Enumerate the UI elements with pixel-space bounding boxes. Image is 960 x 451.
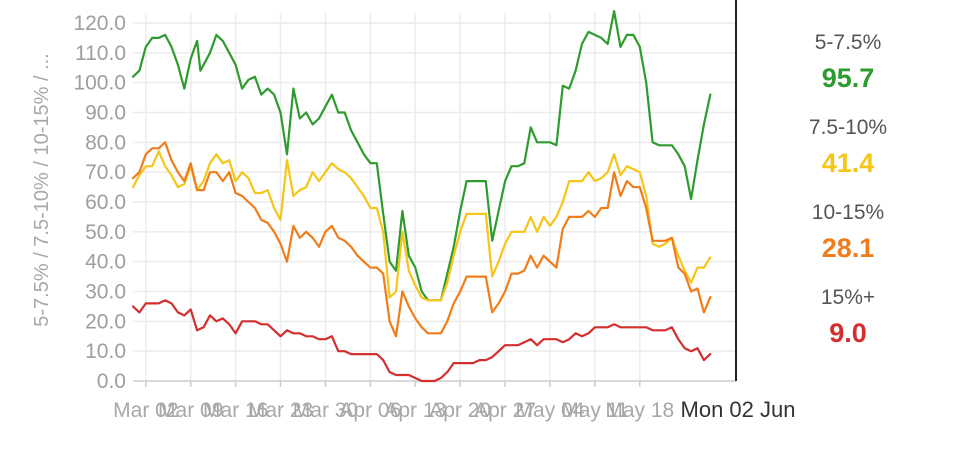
y-axis-label: 5-7.5% / 7.5-10% / 10-15% / ... bbox=[31, 53, 53, 326]
x-tick-label: May 04 bbox=[516, 399, 585, 422]
legend-item: 15%+ 9.0 bbox=[768, 283, 928, 368]
x-tick-label: May 18 bbox=[605, 399, 674, 422]
y-tick-label: 60.0 bbox=[85, 191, 126, 214]
y-axis-ticks: 0.0 10.0 20.0 30.0 40.0 50.0 60.0 70.0 80.0 90.0 1… bbox=[73, 12, 126, 393]
series-line-5-7.5% bbox=[131, 10, 712, 302]
series-line-7.5-10% bbox=[131, 150, 712, 302]
y-tick-label: 0.0 bbox=[97, 370, 126, 393]
x-tick-label: Apr 06 bbox=[339, 399, 401, 422]
x-tick-label: Mar 02 bbox=[113, 399, 178, 422]
legend-series-value: 9.0 bbox=[829, 318, 867, 348]
y-tick-label: 80.0 bbox=[85, 131, 126, 154]
series-lines bbox=[131, 10, 712, 383]
x-tick-label: Apr 20 bbox=[429, 399, 491, 422]
legend-item: 5-7.5% 95.7 bbox=[768, 28, 928, 113]
series-line-10-15% bbox=[131, 141, 712, 338]
x-tick-label: Apr 13 bbox=[384, 399, 446, 422]
y-tick-label: 40.0 bbox=[85, 251, 126, 274]
legend-series-name: 15%+ bbox=[820, 286, 876, 309]
y-tick-label: 20.0 bbox=[85, 310, 126, 333]
legend-series-name: 7.5-10% bbox=[808, 116, 888, 139]
legend-series-name: 5-7.5% bbox=[814, 31, 882, 54]
y-tick-label: 110.0 bbox=[75, 42, 126, 65]
y-tick-label: 30.0 bbox=[85, 281, 126, 304]
x-tick-label: Mar 09 bbox=[158, 399, 223, 422]
y-tick-label: 120.0 bbox=[73, 12, 126, 35]
y-tick-label: 10.0 bbox=[85, 340, 126, 363]
legend-series-value: 41.4 bbox=[821, 148, 875, 178]
legend: 5-7.5% 95.7 7.5-10% 41.4 10-15% 28.1 15%+ 9.0 bbox=[768, 28, 928, 368]
x-tick-label: Mar 16 bbox=[203, 399, 268, 422]
legend-series-value: 28.1 bbox=[821, 233, 875, 263]
x-tick-label: Mar 30 bbox=[293, 399, 358, 422]
legend-series-value: 95.7 bbox=[821, 63, 875, 93]
y-tick-label: 70.0 bbox=[85, 161, 126, 184]
current-date-label: Mon 02 Jun bbox=[681, 397, 796, 422]
y-tick-label: 90.0 bbox=[85, 102, 126, 125]
x-tick-label: Mar 23 bbox=[248, 399, 313, 422]
chart-grid bbox=[133, 13, 736, 382]
x-tick-label: May 11 bbox=[561, 399, 628, 422]
y-tick-label: 100.0 bbox=[73, 72, 126, 95]
legend-item: 10-15% 28.1 bbox=[768, 198, 928, 283]
legend-series-name: 10-15% bbox=[811, 201, 885, 224]
x-tick-label: Apr 27 bbox=[474, 399, 536, 422]
y-tick-label: 50.0 bbox=[85, 221, 126, 244]
series-line-15%+ bbox=[131, 299, 712, 383]
legend-item: 7.5-10% 41.4 bbox=[768, 113, 928, 198]
